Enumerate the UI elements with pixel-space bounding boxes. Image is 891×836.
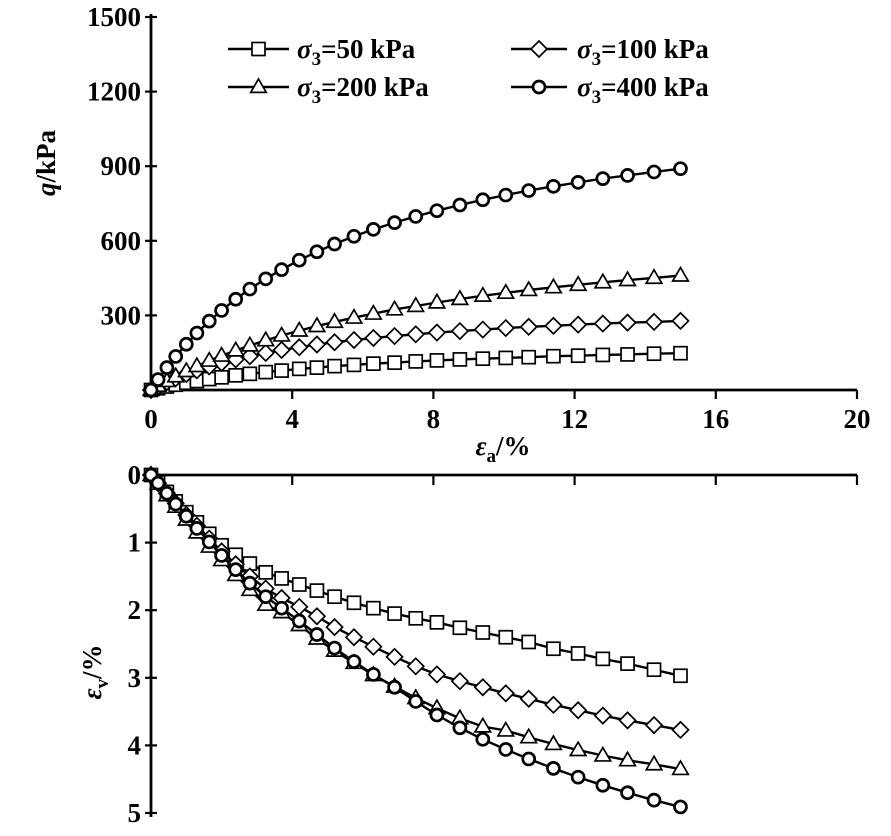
bottom-chart-series — [141, 465, 690, 815]
x-axis-title: εa/% — [475, 431, 530, 467]
legend-item-sigma3-400: σ3=400 kPa — [511, 72, 709, 108]
legend-item-sigma3-100: σ3=100 kPa — [511, 34, 709, 70]
series-sigma3-400 — [143, 161, 688, 398]
x-tick-label: 12 — [561, 404, 588, 434]
y-axis-ticks: 0 1 2 3 4 5 — [128, 460, 157, 828]
top-chart-axes: 300 600 900 1200 1500 0 4 8 12 16 20 — [87, 2, 871, 434]
legend-item-sigma3-50: σ3=50 kPa — [228, 34, 416, 70]
y-tick-label: 900 — [101, 151, 142, 181]
x-tick-label: 16 — [702, 404, 729, 434]
series-markers-200 — [141, 265, 690, 397]
y-tick-label: 300 — [101, 300, 142, 330]
legend-item-sigma3-200: σ3=200 kPa — [228, 72, 429, 108]
series-markers-400 — [143, 161, 688, 398]
y-tick-label: 1 — [128, 528, 142, 558]
y-tick-label: 0 — [128, 460, 142, 490]
top-y-axis-title: q/kPa — [31, 129, 61, 196]
series-sigma3-50 — [143, 345, 688, 398]
x-axis-ticks: 0 4 8 12 16 20 — [144, 390, 871, 434]
legend-label-sigma3-200: σ3=200 kPa — [297, 72, 429, 108]
x-tick-label: 20 — [844, 404, 871, 434]
series-markers-400 — [143, 467, 688, 815]
series-markers-50 — [143, 467, 688, 684]
series-sigma3-50 — [143, 467, 688, 684]
legend-label-sigma3-400: σ3=400 kPa — [577, 72, 709, 108]
legend-label-sigma3-50: σ3=50 kPa — [297, 34, 416, 70]
y-tick-label: 1500 — [87, 2, 141, 32]
y-tick-label: 3 — [128, 663, 142, 693]
x-tick-label: 0 — [144, 404, 158, 434]
top-chart-series — [141, 161, 690, 400]
top-chart: 300 600 900 1200 1500 0 4 8 12 16 20 q/kPa εa/% σ3=50… — [31, 2, 871, 467]
y-tick-label: 2 — [128, 595, 142, 625]
y-tick-label: 4 — [128, 730, 142, 760]
x-tick-label: 8 — [427, 404, 441, 434]
y-tick-label: 600 — [101, 226, 142, 256]
series-markers-50 — [143, 345, 688, 398]
x-tick-label: 4 — [285, 404, 299, 434]
y-tick-label: 1200 — [87, 77, 141, 107]
bottom-y-axis-title: εv/% — [77, 644, 113, 699]
bottom-chart-axes: 0 1 2 3 4 5 — [128, 460, 859, 828]
y-tick-label: 5 — [128, 798, 142, 828]
series-sigma3-200 — [141, 265, 690, 397]
legend-label-sigma3-100: σ3=100 kPa — [577, 34, 709, 70]
bottom-chart: 0 1 2 3 4 5 εv/% — [77, 460, 859, 828]
series-sigma3-400 — [143, 467, 688, 815]
x-axis-ticks — [291, 475, 859, 485]
y-axis-ticks: 300 600 900 1200 1500 — [87, 2, 157, 330]
legend: σ3=50 kPa σ3=100 kPa σ3=200 kPa σ3=400 kPa — [228, 34, 709, 108]
